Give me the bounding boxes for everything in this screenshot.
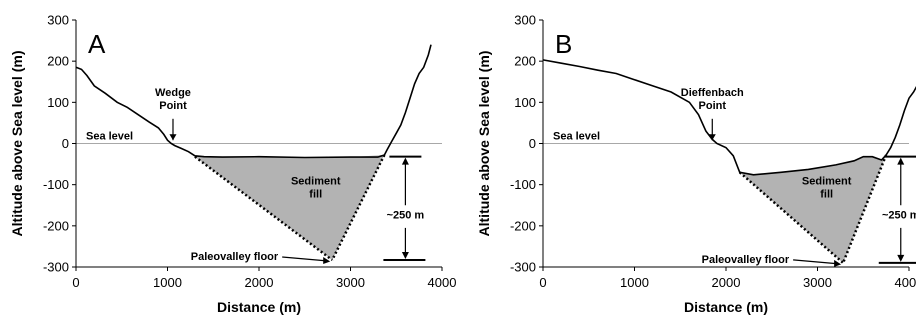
x-tick-label: 4000	[895, 275, 916, 290]
sediment-fill-label-line2: fill	[309, 189, 322, 201]
sea-level-label: Sea level	[86, 131, 133, 143]
sediment-fill-label-line1: Sediment	[802, 176, 852, 188]
y-tick-label: 100	[47, 95, 69, 110]
valley-wall-left-dotted	[194, 155, 333, 262]
y-tick-label: -200	[43, 218, 69, 233]
y-tick-label: -100	[510, 177, 536, 192]
point-arrow-head	[708, 134, 716, 141]
x-tick-label: 2000	[712, 275, 741, 290]
panel-letter: A	[88, 29, 106, 59]
y-tick-label: 200	[47, 54, 69, 69]
point-name-line2: Point	[699, 100, 727, 112]
panel-letter: B	[555, 29, 572, 59]
y-tick-label: -300	[510, 260, 536, 275]
x-tick-label: 3000	[803, 275, 832, 290]
thickness-label: ~250 m	[882, 209, 916, 221]
y-tick-label: 300	[514, 13, 536, 28]
x-tick-label: 3000	[336, 275, 365, 290]
y-axis-title: Altitude above Sea level (m)	[476, 51, 492, 237]
y-tick-label: -300	[43, 260, 69, 275]
paleovalley-floor-label: Paleovalley floor	[702, 254, 790, 266]
paleovalley-floor-label: Paleovalley floor	[191, 251, 279, 263]
y-tick-label: 300	[47, 13, 69, 28]
x-axis-title: Distance (m)	[684, 299, 768, 315]
y-tick-label: 0	[529, 136, 536, 151]
floor-arrow-head	[323, 257, 331, 265]
dimension-arrow-up	[897, 157, 905, 165]
x-tick-label: 0	[72, 275, 79, 290]
sediment-fill-area	[194, 155, 385, 260]
sediment-fill-label-line2: fill	[820, 189, 833, 201]
dimension-arrow-down	[897, 254, 905, 262]
valley-wall-left-dotted	[738, 171, 844, 264]
y-tick-label: 100	[514, 95, 536, 110]
floor-arrow-head	[834, 259, 842, 267]
thickness-label: ~250 m	[387, 209, 425, 221]
y-tick-label: 200	[514, 54, 536, 69]
y-tick-label: -200	[510, 218, 536, 233]
y-axis-title: Altitude above Sea level (m)	[9, 51, 25, 237]
x-tick-label: 0	[539, 275, 546, 290]
sediment-fill-area	[739, 155, 887, 263]
valley-wall-right-dotted	[331, 154, 386, 261]
x-tick-label: 2000	[245, 275, 274, 290]
dimension-arrow-up	[401, 157, 409, 165]
point-name-line1: Dieffenbach	[681, 87, 744, 99]
point-arrow-head	[169, 134, 177, 141]
panel-b: 3002001000-100-200-30001000200030004000D…	[476, 13, 916, 315]
y-tick-label: -100	[43, 177, 69, 192]
topographic-profile-line	[542, 59, 916, 176]
x-tick-label: 4000	[428, 275, 457, 290]
point-name-line2: Point	[159, 100, 187, 112]
point-name-line1: Wedge	[155, 87, 191, 99]
y-tick-label: 0	[62, 136, 69, 151]
valley-wall-right-dotted	[841, 154, 888, 264]
topographic-profile-line	[75, 44, 432, 159]
x-tick-label: 1000	[153, 275, 182, 290]
floor-arrow-shaft	[793, 259, 840, 265]
floor-arrow-shaft	[282, 256, 329, 262]
sea-level-label: Sea level	[553, 131, 600, 143]
dimension-arrow-down	[401, 252, 409, 260]
x-tick-label: 1000	[620, 275, 649, 290]
sediment-fill-label-line1: Sediment	[291, 176, 341, 188]
x-axis-title: Distance (m)	[217, 299, 301, 315]
